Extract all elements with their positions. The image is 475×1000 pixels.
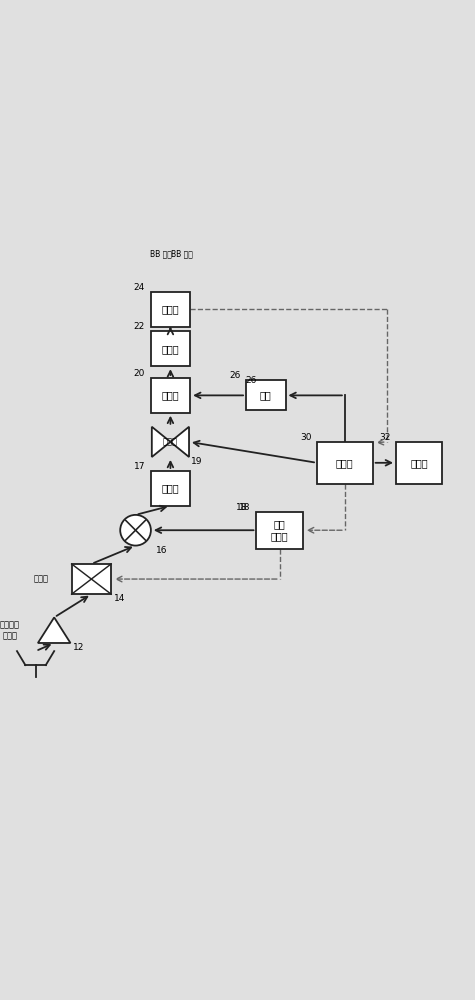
Text: 30: 30	[300, 433, 311, 442]
Bar	[317, 442, 373, 484]
Text: BB 视频: BB 视频	[171, 249, 193, 258]
Text: 20: 20	[133, 369, 145, 378]
Bar	[151, 471, 190, 506]
Text: 18: 18	[236, 503, 247, 512]
Text: 低噪声相
放大器: 低噪声相 放大器	[0, 620, 20, 640]
Text: 32: 32	[379, 433, 390, 442]
Text: 24: 24	[134, 283, 145, 292]
Text: 解调器: 解调器	[162, 344, 179, 354]
Bar	[151, 331, 190, 366]
Text: 19: 19	[191, 457, 203, 466]
Bar	[151, 378, 190, 413]
Text: 时钟: 时钟	[260, 390, 272, 400]
Text: 26: 26	[245, 376, 256, 385]
Text: 16: 16	[155, 546, 167, 555]
Circle shape	[120, 515, 151, 546]
Bar	[246, 380, 285, 410]
Text: 控制器: 控制器	[336, 458, 353, 468]
Text: 滤波器: 滤波器	[163, 437, 178, 446]
Text: 14: 14	[114, 594, 125, 603]
Text: 22: 22	[134, 322, 145, 331]
Text: 17: 17	[133, 462, 145, 471]
Bar	[72, 564, 111, 594]
Text: 12: 12	[73, 643, 84, 652]
Text: 滤波器: 滤波器	[162, 390, 179, 400]
Text: 存储器: 存储器	[410, 458, 428, 468]
Bar	[396, 442, 442, 484]
Bar	[256, 512, 303, 549]
Text: BB 音频: BB 音频	[150, 249, 172, 258]
Polygon shape	[38, 617, 70, 643]
Bar	[151, 292, 190, 327]
Text: 滤波器: 滤波器	[34, 575, 49, 584]
Text: 18: 18	[239, 503, 251, 512]
Text: 解码器: 解码器	[162, 304, 179, 314]
Text: 26: 26	[229, 371, 240, 380]
Text: 本地
振荡器: 本地 振荡器	[271, 519, 288, 541]
Text: 滤波器: 滤波器	[162, 483, 179, 493]
Polygon shape	[152, 427, 189, 457]
